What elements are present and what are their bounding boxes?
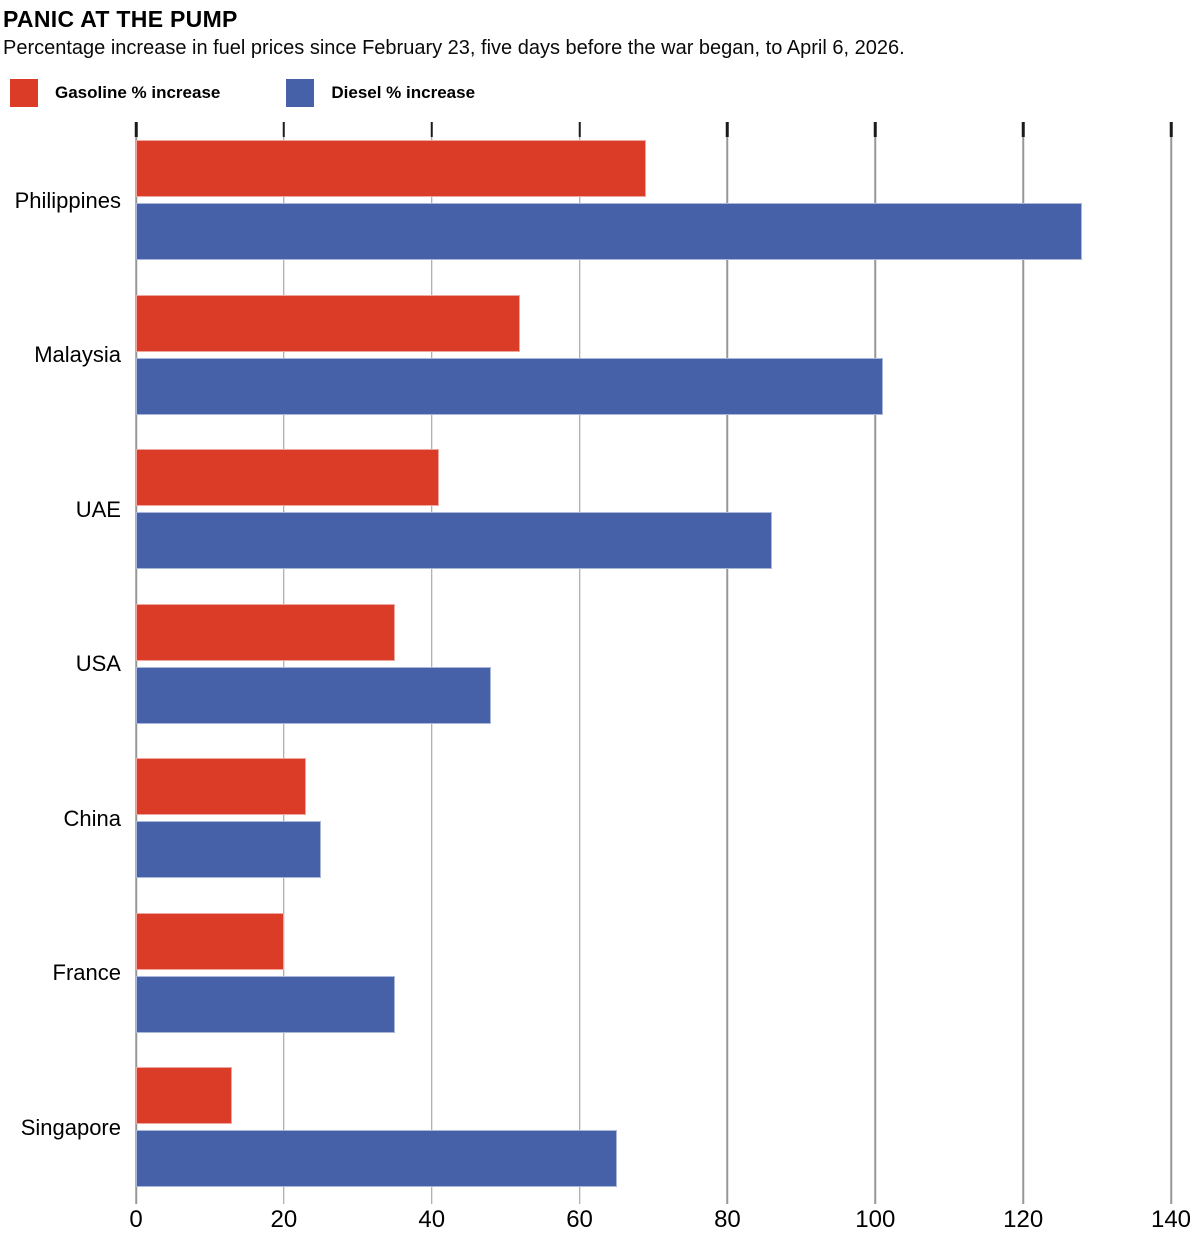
category-label-france: France bbox=[52, 960, 121, 985]
diesel-swatch-icon bbox=[286, 79, 315, 107]
plot-area bbox=[134, 122, 1173, 1204]
chart-subtitle: Percentage increase in fuel prices since… bbox=[3, 37, 905, 59]
bar-diesel-uae bbox=[136, 512, 772, 569]
category-label-singapore: Singapore bbox=[20, 1114, 121, 1140]
gridline-x-100 bbox=[874, 122, 877, 1204]
legend-item-diesel: Diesel % increase bbox=[286, 79, 475, 107]
bar-diesel-singapore bbox=[136, 1130, 617, 1187]
axis-tick-top-100 bbox=[874, 122, 877, 137]
gridline-x-60 bbox=[578, 122, 581, 1204]
x-tick-label-40: 40 bbox=[418, 1206, 446, 1233]
axis-tick-top-60 bbox=[578, 122, 581, 137]
gridline-x-20 bbox=[283, 122, 285, 1204]
axis-tick-top-80 bbox=[726, 122, 729, 137]
x-tick-label-120: 120 bbox=[1003, 1206, 1044, 1233]
bar-gasoline-usa bbox=[136, 603, 395, 661]
x-tick-label-140: 140 bbox=[1150, 1206, 1192, 1233]
gridline-x-40 bbox=[430, 122, 433, 1204]
bar-gasoline-philippines bbox=[136, 140, 647, 197]
bar-diesel-france bbox=[136, 975, 395, 1033]
x-tick-label-100: 100 bbox=[855, 1206, 896, 1233]
category-label-uae: UAE bbox=[75, 496, 121, 522]
x-axis-tick-labels: 0 20 40 60 80 100 120 140 bbox=[129, 1206, 1191, 1236]
legend-item-gasoline: Gasoline % increase bbox=[10, 79, 220, 107]
category-label-china: China bbox=[63, 805, 121, 831]
bar-gasoline-china bbox=[136, 758, 307, 815]
x-tick-label-20: 20 bbox=[270, 1206, 298, 1233]
legend: Gasoline % increase Diesel % increase bbox=[10, 79, 475, 107]
axis-tick-top-0 bbox=[134, 122, 138, 137]
bar-gasoline-singapore bbox=[136, 1067, 233, 1124]
axis-tick-top-40 bbox=[430, 122, 433, 137]
x-tick-label-60: 60 bbox=[566, 1206, 593, 1233]
x-tick-label-0: 0 bbox=[129, 1206, 143, 1233]
gridline-x-140 bbox=[1170, 122, 1172, 1204]
bar-diesel-philippines bbox=[136, 203, 1083, 260]
category-axis: Philippines Malaysia UAE USA China France Sing… bbox=[0, 127, 121, 1187]
legend-label-gasoline: Gasoline % increase bbox=[55, 83, 221, 102]
chart-title: PANIC AT THE PUMP bbox=[3, 6, 238, 32]
category-label-usa: USA bbox=[75, 651, 121, 676]
bar-gasoline-malaysia bbox=[136, 294, 521, 352]
gasoline-swatch-icon bbox=[10, 79, 38, 107]
x-tick-label-80: 80 bbox=[714, 1206, 741, 1233]
axis-tick-top-140 bbox=[1169, 122, 1173, 137]
axis-tick-top-20 bbox=[282, 122, 286, 137]
legend-label-diesel: Diesel % increase bbox=[331, 83, 476, 102]
bar-gasoline-france bbox=[136, 912, 284, 970]
gridline-x-80 bbox=[726, 122, 729, 1204]
bar-diesel-usa bbox=[136, 666, 491, 724]
bar-diesel-malaysia bbox=[136, 357, 883, 415]
axis-tick-top-120 bbox=[1021, 122, 1025, 137]
category-label-malaysia: Malaysia bbox=[34, 342, 121, 367]
gridline-x-0 bbox=[135, 122, 137, 1204]
bar-diesel-china bbox=[136, 821, 321, 878]
bar-gasoline-uae bbox=[136, 449, 440, 506]
category-label-philippines: Philippines bbox=[14, 187, 121, 213]
gridline-x-120 bbox=[1022, 122, 1024, 1204]
